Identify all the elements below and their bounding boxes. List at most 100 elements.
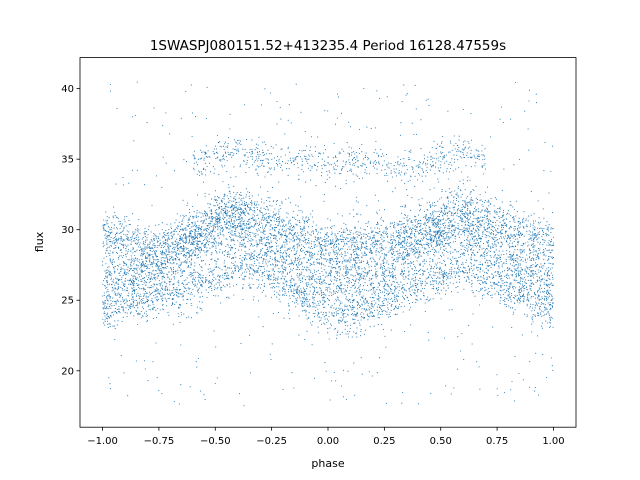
- data-point: [295, 298, 297, 300]
- data-point: [197, 249, 199, 251]
- data-point: [235, 204, 237, 206]
- data-point: [420, 298, 422, 300]
- data-point: [327, 290, 329, 292]
- data-point: [266, 220, 268, 222]
- data-point: [284, 246, 286, 248]
- data-point: [518, 263, 520, 265]
- data-point: [215, 251, 218, 253]
- data-point: [188, 235, 190, 237]
- data-point: [414, 175, 416, 177]
- data-point: [338, 290, 340, 292]
- data-point: [490, 136, 492, 138]
- data-point: [216, 266, 218, 268]
- data-point: [401, 291, 404, 293]
- data-point: [102, 241, 104, 243]
- data-point: [122, 298, 124, 300]
- data-point: [160, 259, 162, 261]
- data-point: [219, 229, 221, 231]
- data-point: [251, 151, 253, 153]
- data-point: [278, 160, 280, 162]
- data-point: [475, 157, 477, 159]
- data-point: [267, 159, 270, 161]
- data-point: [519, 270, 521, 272]
- data-point: [321, 158, 323, 160]
- data-point: [210, 242, 212, 244]
- data-point: [249, 207, 251, 209]
- data-point: [218, 159, 220, 161]
- data-point: [324, 110, 326, 112]
- data-point: [270, 242, 272, 244]
- data-point: [467, 246, 469, 248]
- data-point: [287, 248, 289, 250]
- data-point: [302, 218, 304, 220]
- data-point: [425, 214, 427, 216]
- data-point: [310, 179, 312, 181]
- data-point: [117, 286, 119, 288]
- data-point: [437, 200, 439, 202]
- data-point: [364, 268, 366, 270]
- data-point: [437, 262, 439, 264]
- data-point: [174, 254, 176, 256]
- data-point: [197, 216, 199, 218]
- data-point: [501, 266, 503, 268]
- data-point: [487, 215, 489, 217]
- data-point: [363, 301, 365, 303]
- data-point: [260, 159, 262, 161]
- data-point: [475, 242, 477, 244]
- data-point: [267, 171, 269, 173]
- data-point: [290, 225, 293, 227]
- data-point: [191, 304, 193, 307]
- data-point: [498, 232, 500, 234]
- data-point: [265, 218, 267, 220]
- data-point: [255, 265, 257, 267]
- data-point: [173, 247, 175, 249]
- data-point: [107, 284, 109, 286]
- data-point: [359, 285, 361, 287]
- data-point: [350, 246, 353, 248]
- data-point: [276, 285, 278, 288]
- data-point: [246, 162, 248, 164]
- data-point: [127, 395, 129, 397]
- data-point: [400, 272, 402, 274]
- data-point: [425, 99, 427, 101]
- data-point: [136, 305, 138, 307]
- data-point: [480, 224, 482, 226]
- data-point: [504, 300, 506, 303]
- data-point: [224, 250, 226, 252]
- data-point: [204, 239, 206, 241]
- data-point: [395, 298, 397, 300]
- data-point: [150, 261, 153, 264]
- data-point: [249, 198, 251, 200]
- data-point: [449, 251, 451, 253]
- data-point: [282, 287, 284, 289]
- data-point: [139, 293, 141, 295]
- data-point: [488, 287, 490, 289]
- data-point: [169, 289, 171, 291]
- data-point: [517, 231, 520, 233]
- data-point: [263, 238, 265, 240]
- data-point: [492, 326, 494, 328]
- data-point: [141, 249, 143, 251]
- data-point: [252, 219, 254, 221]
- data-point: [250, 200, 253, 202]
- data-point: [281, 233, 283, 236]
- data-point: [364, 169, 366, 171]
- data-point: [552, 302, 554, 304]
- data-point: [327, 162, 329, 164]
- data-point: [552, 262, 554, 264]
- data-point: [500, 232, 503, 234]
- data-point: [217, 244, 219, 246]
- data-point: [314, 238, 317, 240]
- data-point: [457, 212, 459, 214]
- data-point: [519, 226, 521, 228]
- data-point: [238, 277, 240, 279]
- data-point: [440, 269, 442, 271]
- data-point: [429, 201, 431, 203]
- data-point: [461, 217, 463, 219]
- data-point: [302, 240, 305, 242]
- data-point: [238, 235, 240, 237]
- data-point: [473, 214, 475, 216]
- data-point: [208, 193, 210, 195]
- data-point: [227, 136, 230, 138]
- data-point: [192, 288, 194, 290]
